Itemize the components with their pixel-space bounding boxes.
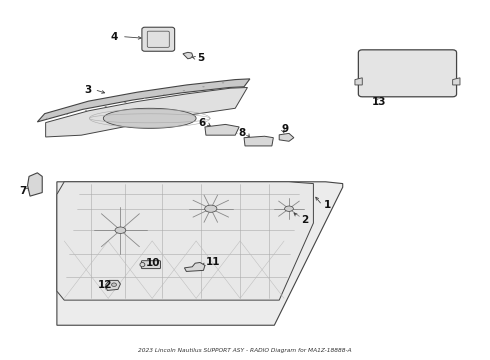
Ellipse shape bbox=[222, 82, 224, 84]
Ellipse shape bbox=[183, 90, 185, 91]
Text: 13: 13 bbox=[372, 97, 387, 107]
Text: 6: 6 bbox=[198, 118, 206, 128]
Text: 11: 11 bbox=[206, 257, 220, 267]
Polygon shape bbox=[46, 87, 247, 137]
Polygon shape bbox=[106, 280, 121, 291]
Text: 2023 Lincoln Nautilus SUPPORT ASY - RADIO Diagram for MA1Z-18888-A: 2023 Lincoln Nautilus SUPPORT ASY - RADI… bbox=[138, 348, 352, 353]
Polygon shape bbox=[57, 182, 343, 325]
Polygon shape bbox=[205, 125, 239, 135]
Ellipse shape bbox=[66, 114, 68, 115]
Ellipse shape bbox=[285, 206, 294, 211]
Text: 2: 2 bbox=[301, 215, 308, 225]
Text: 4: 4 bbox=[111, 32, 118, 41]
Text: 1: 1 bbox=[324, 200, 331, 210]
Polygon shape bbox=[37, 79, 250, 122]
Text: 3: 3 bbox=[85, 85, 92, 95]
Ellipse shape bbox=[144, 98, 146, 99]
Text: 5: 5 bbox=[197, 53, 205, 63]
Polygon shape bbox=[57, 182, 314, 300]
Text: 8: 8 bbox=[239, 128, 246, 138]
Polygon shape bbox=[183, 52, 193, 59]
Ellipse shape bbox=[85, 110, 87, 111]
Polygon shape bbox=[184, 262, 205, 271]
FancyBboxPatch shape bbox=[358, 50, 457, 97]
Ellipse shape bbox=[46, 118, 49, 119]
Polygon shape bbox=[355, 78, 362, 85]
Ellipse shape bbox=[205, 205, 217, 212]
Polygon shape bbox=[244, 136, 273, 146]
FancyBboxPatch shape bbox=[142, 261, 160, 269]
Polygon shape bbox=[27, 173, 42, 196]
Ellipse shape bbox=[115, 227, 126, 233]
Polygon shape bbox=[103, 108, 196, 129]
Ellipse shape bbox=[104, 106, 107, 107]
Ellipse shape bbox=[112, 283, 117, 287]
Ellipse shape bbox=[140, 262, 145, 267]
Polygon shape bbox=[279, 134, 294, 141]
FancyBboxPatch shape bbox=[142, 27, 174, 51]
Text: 7: 7 bbox=[19, 186, 26, 197]
Text: 10: 10 bbox=[147, 258, 161, 268]
Ellipse shape bbox=[124, 102, 126, 103]
Ellipse shape bbox=[163, 94, 166, 95]
Text: 12: 12 bbox=[98, 280, 112, 290]
Polygon shape bbox=[453, 78, 460, 85]
Ellipse shape bbox=[202, 86, 205, 87]
Text: 9: 9 bbox=[282, 124, 289, 134]
